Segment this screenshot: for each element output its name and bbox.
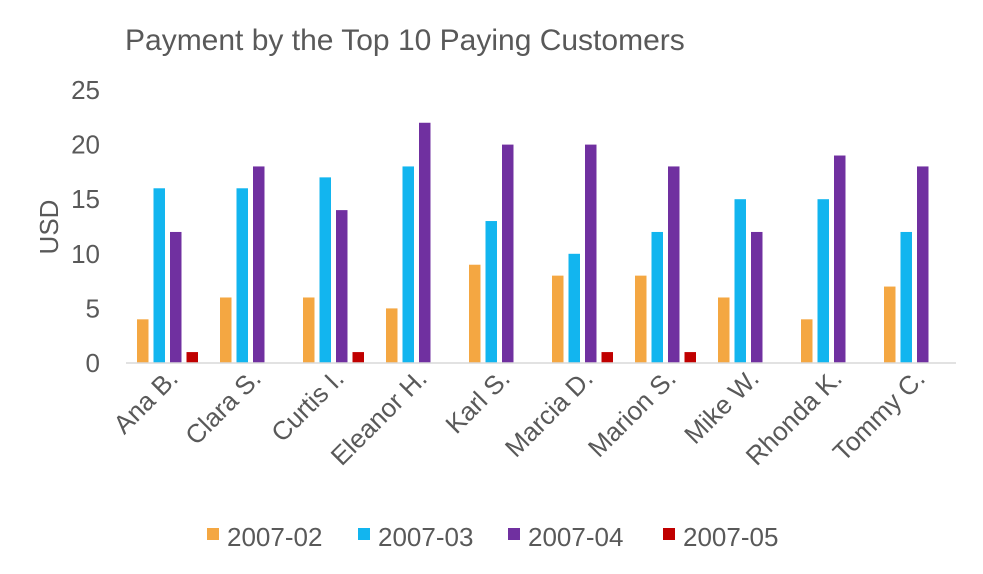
bar xyxy=(635,276,647,363)
bar xyxy=(818,199,830,363)
bar xyxy=(336,210,348,363)
legend: 2007-02 2007-03 2007-04 2007-05 xyxy=(207,522,778,552)
legend-swatch xyxy=(358,528,370,540)
bar xyxy=(502,145,514,363)
y-axis-label: USD xyxy=(34,200,64,255)
bar xyxy=(237,188,249,363)
bar xyxy=(901,232,913,363)
y-tick-label: 20 xyxy=(71,130,100,160)
legend-label: 2007-03 xyxy=(378,522,473,552)
bar xyxy=(569,254,581,363)
x-tick-label: Karl S. xyxy=(439,363,515,439)
bar xyxy=(170,232,182,363)
bar xyxy=(668,166,680,363)
bar xyxy=(718,297,730,363)
legend-label: 2007-02 xyxy=(227,522,322,552)
bar xyxy=(652,232,664,363)
bar xyxy=(386,308,398,363)
bar xyxy=(469,265,481,363)
y-tick-label: 15 xyxy=(71,184,100,214)
y-tick-label: 5 xyxy=(86,293,100,323)
y-tick-label: 0 xyxy=(86,348,100,378)
x-tick-label: Marion S. xyxy=(582,363,682,463)
bar xyxy=(834,156,846,363)
bars-group xyxy=(137,123,929,363)
bar xyxy=(552,276,564,363)
bar xyxy=(801,319,813,363)
bar xyxy=(585,145,597,363)
bar xyxy=(220,297,232,363)
x-axis-ticks: Ana B.Clara S.Curtis I.Eleanor H. Karl S.… xyxy=(107,363,930,471)
bar xyxy=(187,352,199,363)
y-tick-label: 10 xyxy=(71,239,100,269)
x-tick-label: Tommy C. xyxy=(827,363,931,467)
legend-label: 2007-04 xyxy=(528,522,623,552)
bar xyxy=(154,188,166,363)
legend-swatch xyxy=(508,528,520,540)
x-tick-label: Marcia D. xyxy=(499,363,599,463)
bar xyxy=(685,352,697,363)
chart-title: Payment by the Top 10 Paying Customers xyxy=(125,24,685,57)
bar xyxy=(253,166,265,363)
x-tick-label: Curtis I. xyxy=(265,363,350,448)
bar xyxy=(735,199,747,363)
legend-swatch xyxy=(663,528,675,540)
bar xyxy=(486,221,498,363)
legend-label: 2007-05 xyxy=(683,522,778,552)
y-axis-ticks: 0 5 10 15 20 25 xyxy=(71,75,100,378)
bar xyxy=(751,232,763,363)
bar xyxy=(403,166,415,363)
x-tick-label: Clara S. xyxy=(179,363,267,451)
legend-swatch xyxy=(207,528,219,540)
y-tick-label: 25 xyxy=(71,75,100,105)
bar xyxy=(917,166,929,363)
bar xyxy=(320,177,332,363)
x-tick-label: Ana B. xyxy=(107,363,183,439)
bar xyxy=(137,319,149,363)
bar xyxy=(353,352,365,363)
bar xyxy=(303,297,315,363)
bar xyxy=(884,287,896,363)
bar xyxy=(419,123,431,363)
bar xyxy=(602,352,614,363)
